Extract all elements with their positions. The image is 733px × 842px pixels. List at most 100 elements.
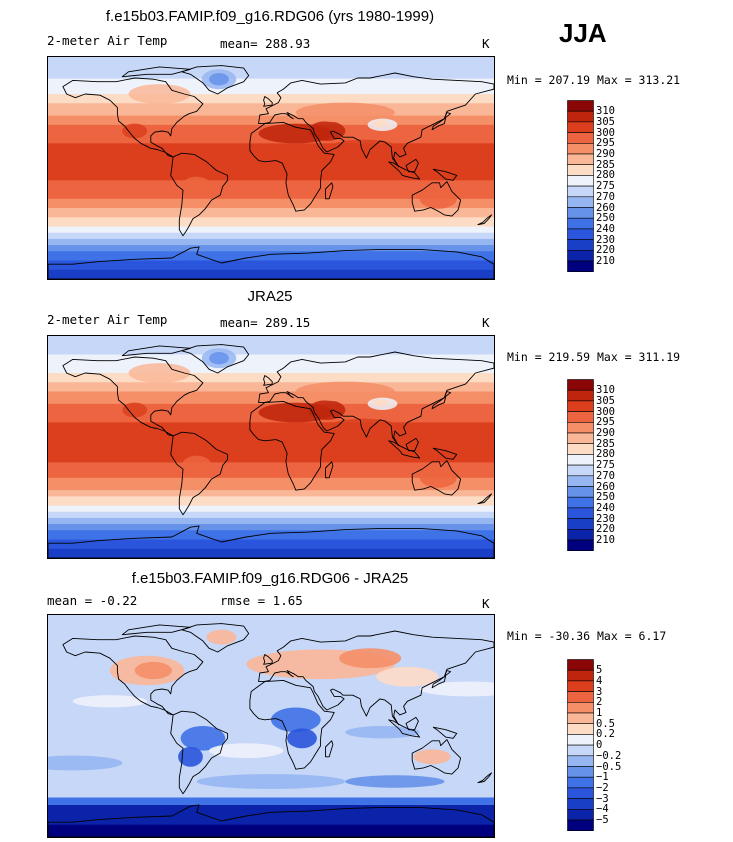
temperature-band [48, 60, 494, 64]
panel3-minmax: Min = -30.36 Max = 6.17 [507, 629, 667, 643]
temperature-anomaly-patch [209, 73, 229, 86]
temperature-band [48, 245, 494, 249]
coastline-png [432, 168, 458, 181]
temperature-band [48, 235, 494, 240]
temperature-band [48, 217, 494, 221]
temperature-band [48, 471, 494, 476]
colorbar-tick-label: 300 [596, 405, 615, 418]
colorbar-swatch [567, 787, 594, 799]
temperature-band [48, 505, 494, 510]
temperature-band [48, 266, 494, 271]
temperature-anomaly-patch [372, 119, 388, 128]
colorbar-tick-label: 230 [596, 512, 615, 525]
colorbar-swatch [567, 411, 594, 423]
temperature-anomaly-patch [181, 455, 212, 476]
colorbar-tick-label: 300 [596, 126, 615, 139]
temperature-band [48, 164, 494, 169]
colorbar-tick-label: 280 [596, 169, 615, 182]
temperature-band [48, 428, 494, 432]
temperature-band [48, 462, 494, 466]
colorbar-tick-label: 290 [596, 148, 615, 160]
colorbar-tick-label: 305 [596, 394, 615, 407]
colorbar-swatch [567, 496, 594, 509]
panel3-center-label: rmse = 1.65 [220, 593, 303, 608]
colorbar-swatch [567, 164, 594, 176]
coastline-indonesia [388, 161, 421, 180]
map-svg [48, 615, 494, 837]
temperature-band [48, 348, 494, 352]
panel1-colorbar: 310 305 300 295 290 285 280 275 270 260 250 240 230 2… [567, 100, 627, 278]
panel3-left-label: mean = -0.22 [47, 593, 138, 608]
temperature-band [48, 437, 494, 442]
antarctic-interior-band [48, 824, 494, 837]
temperature-band [48, 90, 494, 95]
colorbar-swatch [567, 217, 594, 230]
coastline-australia [411, 739, 462, 775]
temperature-band [48, 447, 494, 451]
colorbar-tick-label: 0.5 [596, 717, 615, 730]
map-svg [48, 57, 494, 279]
temperature-band [48, 480, 494, 485]
colorbar-swatch [567, 443, 594, 455]
coastline-nz [477, 772, 492, 784]
colorbar-tick-label: −0.5 [596, 760, 622, 773]
temperature-band [48, 66, 494, 70]
colorbar-tick-label: −1 [596, 771, 609, 784]
temperature-anomaly-patch [308, 121, 346, 141]
colorbar-swatch [567, 659, 594, 671]
colorbar-svg [567, 379, 594, 551]
colorbar-swatch [567, 475, 594, 487]
southern-ocean-band [48, 797, 494, 805]
temperature-band [48, 443, 494, 448]
coastline-png [432, 726, 458, 739]
colorbar-tick-label: −4 [596, 803, 609, 816]
coastline-sa [170, 431, 229, 516]
temperature-band [48, 548, 494, 553]
panel2-map [47, 335, 495, 559]
colorbar-tick-label: 295 [596, 416, 615, 429]
temperature-band [48, 440, 494, 445]
temperature-band [48, 357, 494, 362]
temperature-band [48, 336, 494, 340]
temperature-band [48, 174, 494, 178]
coastline-greenland [181, 344, 250, 374]
colorbar-swatch [567, 798, 594, 810]
colorbar-tick-label: 305 [596, 115, 615, 128]
temperature-band [48, 508, 494, 513]
temperature-band [48, 499, 494, 503]
coastline-indonesia [388, 440, 421, 459]
colorbar-swatch [567, 132, 594, 144]
colorbar-tick-label: 270 [596, 190, 615, 203]
temperature-band [48, 263, 494, 268]
panel1-title: f.e15b03.FAMIP.f09_g16.RDG06 (yrs 1980-1… [105, 8, 435, 25]
temperature-band [48, 63, 494, 67]
temperature-band [48, 214, 494, 218]
colorbar-swatch [567, 389, 594, 402]
temperature-band [48, 180, 494, 184]
colorbar-tick-label: 5 [596, 664, 603, 677]
panel3-colorbar: 5 4 3 2 1 0.5 0.2 0 −0.2 −0.5 −1 −2 −3 −4 −5 [567, 659, 627, 837]
colorbar-tick-label: 220 [596, 523, 615, 536]
coastline-australia [411, 181, 462, 217]
colorbar-tick-label: 1 [596, 707, 603, 719]
colorbar-swatch [567, 507, 594, 519]
temperature-anomaly-patch [122, 402, 148, 418]
coastline-sa [170, 710, 229, 795]
colorbar-tick-label: 290 [596, 427, 615, 439]
temperature-band [48, 223, 494, 227]
difference-anomaly-patch [419, 681, 494, 697]
temperature-band [48, 366, 494, 371]
colorbar-swatch [567, 529, 594, 541]
difference-anomaly-patch [345, 726, 420, 739]
temperature-band [48, 354, 494, 358]
difference-anomaly-patch [206, 629, 237, 645]
colorbar-tick-label: 295 [596, 137, 615, 150]
temperature-band [48, 275, 494, 279]
temperature-band [48, 254, 494, 258]
temperature-band [48, 195, 494, 200]
temperature-band [48, 453, 494, 457]
coastline-madagascar [325, 740, 334, 758]
colorbar-swatch [567, 110, 594, 123]
temperature-band [48, 208, 494, 212]
coastline-africa [249, 400, 335, 491]
